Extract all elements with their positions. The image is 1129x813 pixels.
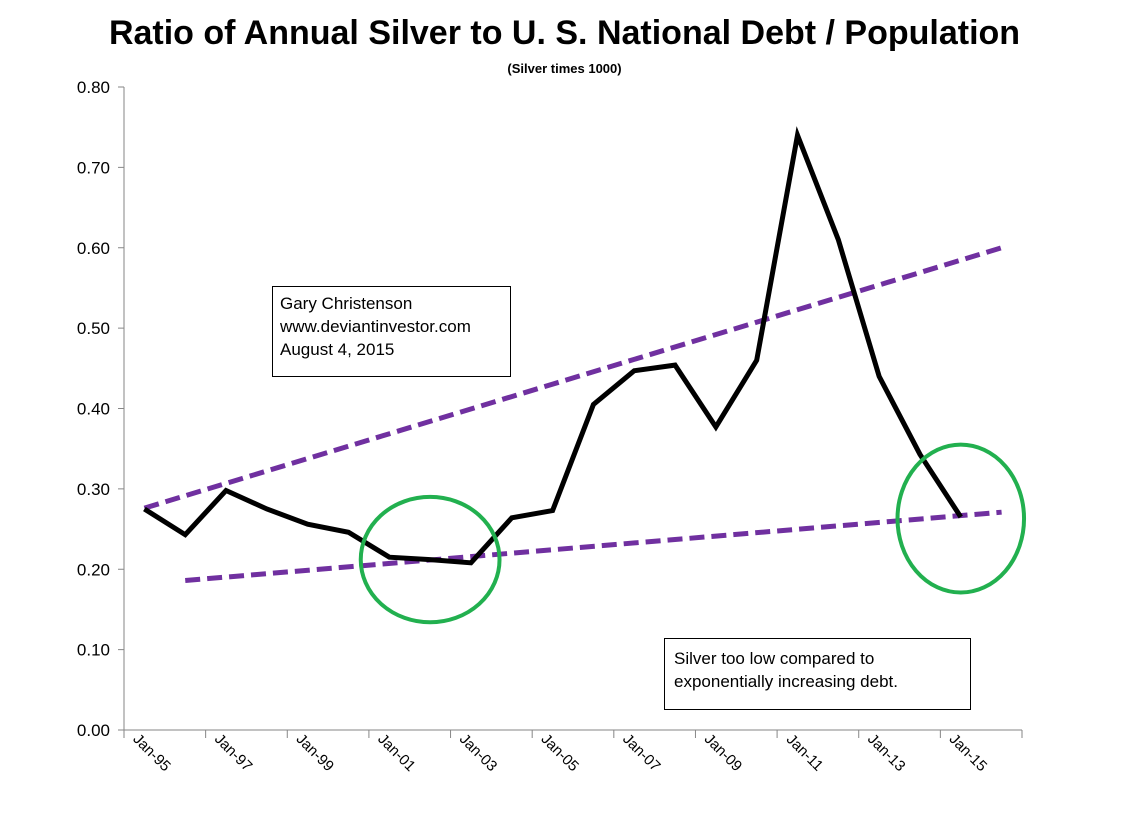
x-tick-label: Jan-05 (538, 731, 582, 775)
y-tick-label: 0.00 (77, 721, 110, 740)
y-tick-label: 0.80 (77, 78, 110, 97)
trendline (143, 245, 1003, 511)
highlight-ellipse (895, 442, 1027, 595)
comment-annotation-box: Silver too low compared to exponentially… (664, 638, 971, 710)
author-website: www.deviantinvestor.com (280, 317, 471, 336)
y-tick-label: 0.60 (77, 239, 110, 258)
chart-title: Ratio of Annual Silver to U. S. National… (108, 14, 1021, 52)
y-tick-label: 0.30 (77, 480, 110, 499)
highlight-ellipse (358, 494, 502, 625)
y-tick-label: 0.50 (77, 319, 110, 338)
author-annotation-box: Gary Christenson www.deviantinvestor.com… (272, 286, 511, 377)
x-tick-label: Jan-01 (374, 731, 418, 775)
y-tick-label: 0.70 (77, 158, 110, 177)
author-name: Gary Christenson (280, 294, 413, 313)
comment-line-1: Silver too low compared to (674, 649, 875, 668)
author-date: August 4, 2015 (280, 340, 395, 359)
y-tick-label: 0.20 (77, 560, 110, 579)
comment-line-2: exponentially increasing debt. (674, 672, 898, 691)
x-tick-label: Jan-11 (783, 731, 827, 775)
chart-subtitle: (Silver times 1000) (507, 61, 622, 76)
x-tick-label: Jan-99 (293, 731, 337, 775)
silver-ratio-line (143, 126, 963, 566)
y-tick-label: 0.40 (77, 400, 110, 419)
x-tick-label: Jan-95 (129, 731, 173, 775)
x-tick-label: Jan-03 (456, 731, 500, 775)
x-tick-label: Jan-13 (864, 731, 908, 775)
x-tick-label: Jan-15 (946, 731, 990, 775)
highlight-circles (358, 442, 1027, 625)
x-tick-label: Jan-09 (701, 731, 745, 775)
y-tick-label: 0.10 (77, 641, 110, 660)
x-tick-label: Jan-97 (211, 731, 255, 775)
x-tick-label: Jan-07 (619, 731, 663, 775)
data-series (143, 126, 963, 566)
trendlines (143, 245, 1003, 583)
trendline (185, 509, 1002, 583)
